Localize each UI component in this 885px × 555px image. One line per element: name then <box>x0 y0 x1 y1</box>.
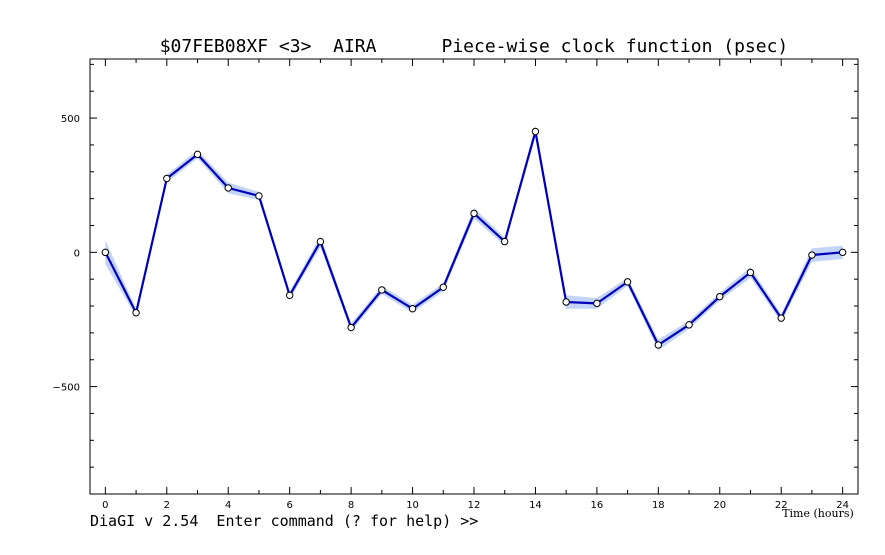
series-segment <box>196 153 230 189</box>
command-prompt[interactable]: DiaGI v 2.54 Enter command (? for help) … <box>90 512 479 530</box>
data-point <box>378 286 386 294</box>
x-tick-label: 22 <box>775 500 788 511</box>
x-tick-label: 4 <box>225 500 231 511</box>
axis-ticks <box>90 59 858 495</box>
x-tick-label: 10 <box>406 500 419 511</box>
data-point <box>285 291 294 299</box>
data-point <box>316 237 325 246</box>
series-segment <box>442 212 476 289</box>
series-segment <box>319 240 353 329</box>
series-segment <box>780 253 814 320</box>
series-segment <box>718 271 752 298</box>
series-segment <box>657 323 691 347</box>
x-tick-label: 2 <box>164 500 170 511</box>
data-point <box>193 150 202 159</box>
data-point <box>439 283 447 291</box>
data-point <box>224 184 232 192</box>
x-tick-label: 18 <box>652 500 665 511</box>
chart-title: $07FEB08XF <3> AIRA Piece-wise clock fun… <box>160 36 789 57</box>
series-segment <box>227 186 261 198</box>
data-point <box>838 248 847 257</box>
series-segment <box>134 177 168 314</box>
data-point <box>501 237 509 246</box>
y-tick-label: 500 <box>61 114 80 125</box>
y-tick-label: 0 <box>74 248 80 259</box>
series-segment <box>595 280 629 305</box>
series-segment <box>257 194 291 297</box>
data-point <box>101 248 110 257</box>
series-segment <box>749 271 783 320</box>
x-tick-label: 8 <box>348 500 354 511</box>
series-line <box>104 130 844 347</box>
series-segment <box>288 240 322 297</box>
data-points <box>101 127 847 349</box>
data-point <box>470 209 478 218</box>
series-segment <box>565 300 598 305</box>
data-point <box>531 127 540 136</box>
x-axis-label: Time (hours) <box>782 507 854 520</box>
series-segment <box>534 130 568 304</box>
data-point <box>255 192 263 200</box>
x-tick-label: 20 <box>713 500 726 511</box>
y-tick-labels: 500 0 −500 <box>53 114 80 394</box>
series-segment <box>503 130 537 243</box>
data-point <box>132 309 140 317</box>
series-segment <box>104 251 138 314</box>
series-segment <box>380 288 414 310</box>
data-point <box>347 323 355 332</box>
data-point <box>408 305 417 313</box>
series-segment <box>411 286 445 310</box>
x-tick-label: 24 <box>836 500 849 511</box>
series-segment <box>687 295 721 326</box>
x-tick-label: 12 <box>468 500 481 511</box>
data-point <box>746 268 755 277</box>
data-point <box>163 174 171 183</box>
data-point <box>685 321 693 329</box>
data-point <box>654 341 663 349</box>
x-tick-label: 14 <box>529 500 542 511</box>
x-tick-label: 16 <box>591 500 604 511</box>
data-point <box>777 314 785 322</box>
series-segment <box>810 251 844 257</box>
series-segment <box>472 212 506 243</box>
series-segment <box>165 153 199 180</box>
data-point <box>623 278 632 286</box>
data-point <box>562 298 570 306</box>
data-point <box>593 299 601 308</box>
data-point <box>716 292 724 301</box>
x-tick-labels: 0 2 4 6 8 10 12 14 16 18 20 22 24 <box>102 500 849 511</box>
x-tick-label: 0 <box>102 500 108 511</box>
y-tick-label: −500 <box>53 383 80 394</box>
series-segment <box>626 280 660 347</box>
error-band <box>105 126 843 351</box>
error-band-area <box>105 126 843 351</box>
series-segment <box>350 288 383 329</box>
x-tick-label: 6 <box>286 500 292 511</box>
data-point <box>808 251 816 259</box>
